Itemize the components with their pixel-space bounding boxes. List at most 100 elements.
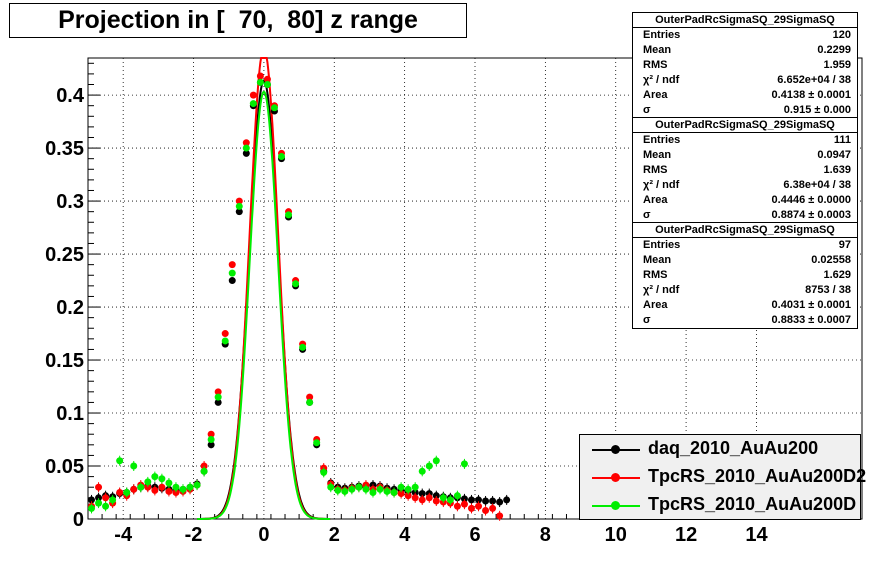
data-point-tpcrs-d: [130, 462, 138, 470]
stat-value: 0.8874 ± 0.0003: [771, 209, 851, 221]
stat-value: 0.4031 ± 0.0001: [771, 299, 851, 311]
legend-item-tpcrs-d2: TpcRS_2010_AuAu200D2: [580, 464, 866, 490]
data-point-tpcrs-d: [411, 483, 419, 491]
stat-key: Mean: [643, 254, 672, 266]
stat-value: 0.0947: [817, 149, 851, 161]
data-point-tpcrs-d2: [475, 502, 483, 510]
stat-row: RMS 1.639: [633, 163, 857, 178]
data-point-tpcrs-d: [453, 492, 461, 500]
stat-value: 8753 / 38: [805, 284, 851, 296]
stat-key: Entries: [643, 134, 681, 146]
data-point-tpcrs-d: [256, 78, 264, 86]
data-point-daq: [228, 277, 236, 285]
stat-value: 0.02558: [811, 254, 851, 266]
stat-key: RMS: [643, 164, 668, 176]
stat-row: σ 0.8833 ± 0.0007: [633, 313, 857, 328]
data-point-tpcrs-d: [221, 337, 229, 345]
data-point-tpcrs-d2: [144, 483, 152, 491]
x-tick-label: 2: [329, 524, 340, 546]
stat-value: 111: [833, 134, 851, 146]
stat-box-header: OuterPadRcSigmaSQ_29SigmaSQ: [633, 118, 857, 133]
data-point-tpcrs-d: [460, 460, 468, 468]
data-point-tpcrs-d2: [489, 504, 497, 512]
data-point-daq: [411, 489, 419, 497]
stat-row: σ 0.8874 ± 0.0003: [633, 208, 857, 223]
data-point-tpcrs-d2: [242, 139, 250, 147]
data-point-tpcrs-d: [95, 499, 103, 507]
stat-key: σ: [643, 314, 651, 326]
stat-box-tpcrs-d: OuterPadRcSigmaSQ_29SigmaSQ Entries 97 Me…: [632, 222, 858, 329]
data-point-tpcrs-d: [355, 483, 363, 491]
data-point-tpcrs-d2: [249, 91, 257, 99]
data-point-tpcrs-d2: [102, 494, 110, 502]
legend: daq_2010_AuAu200 TpcRS_2010_AuAu200D2 Tp…: [579, 434, 866, 520]
stat-key: Area: [643, 89, 668, 101]
stat-value: 0.8833 ± 0.0007: [771, 314, 851, 326]
data-point-tpcrs-d: [207, 436, 215, 444]
data-point-tpcrs-d: [235, 202, 243, 210]
data-point-tpcrs-d: [446, 496, 454, 504]
data-point-tpcrs-d: [88, 504, 96, 512]
data-point-tpcrs-d2: [397, 490, 405, 498]
stat-value: 6.38e+04 / 38: [783, 179, 851, 191]
x-tick-label: 0: [258, 524, 269, 546]
y-tick-label: 0.35: [45, 138, 84, 160]
data-point-tpcrs-d: [193, 481, 201, 489]
data-point-tpcrs-d: [116, 457, 124, 465]
data-point-tpcrs-d2: [467, 504, 475, 512]
data-point-tpcrs-d2: [482, 507, 490, 515]
stat-value: 0.2299: [817, 44, 851, 56]
data-point-daq: [489, 497, 497, 505]
legend-label: TpcRS_2010_AuAu200D2: [648, 466, 867, 486]
data-point-tpcrs-d2: [228, 261, 236, 269]
legend-item-daq: daq_2010_AuAu200: [580, 436, 860, 462]
data-point-daq: [418, 490, 426, 498]
stat-row: σ 0.915 ± 0.000: [633, 103, 857, 118]
data-point-tpcrs-d2: [158, 483, 166, 491]
data-point-tpcrs-d: [362, 485, 370, 493]
y-tick-label: 0.1: [56, 403, 84, 425]
data-point-tpcrs-d: [425, 462, 433, 470]
data-point-tpcrs-d: [348, 485, 356, 493]
legend-marker: [611, 501, 620, 510]
data-point-tpcrs-d: [432, 457, 440, 465]
data-point-tpcrs-d2: [221, 330, 229, 338]
stat-row: Entries 120: [633, 28, 857, 43]
data-point-tpcrs-d2: [460, 500, 468, 508]
data-point-tpcrs-d: [109, 496, 117, 504]
stat-row: χ² / ndf 8753 / 38: [633, 283, 857, 298]
data-point-tpcrs-d: [418, 467, 426, 475]
data-point-daq: [460, 495, 468, 503]
data-point-tpcrs-d2: [200, 462, 208, 470]
x-tick-label: 12: [675, 524, 697, 546]
stat-value: 6.652e+04 / 38: [777, 74, 851, 86]
data-point-tpcrs-d2: [207, 430, 215, 438]
data-point-tpcrs-d: [137, 483, 145, 491]
data-point-tpcrs-d: [334, 486, 342, 494]
data-point-tpcrs-d: [390, 489, 398, 497]
data-point-tpcrs-d: [186, 483, 194, 491]
stat-value: 0.4446 ± 0.0000: [771, 194, 851, 206]
data-point-daq: [242, 149, 250, 157]
y-tick-label: 0.15: [45, 350, 84, 372]
y-tick-label: 0.2: [56, 297, 84, 319]
y-tick-label: 0: [73, 509, 84, 531]
data-point-tpcrs-d2: [151, 486, 159, 494]
data-point-tpcrs-d: [214, 393, 222, 401]
stat-box-daq: OuterPadRcSigmaSQ_29SigmaSQ Entries 120 M…: [632, 12, 858, 119]
data-point-tpcrs-d: [151, 473, 159, 481]
data-point-tpcrs-d: [313, 439, 321, 447]
data-point-tpcrs-d2: [116, 489, 124, 497]
stat-row: RMS 1.959: [633, 58, 857, 73]
data-point-tpcrs-d: [404, 485, 412, 493]
stat-value: 1.639: [823, 164, 851, 176]
data-point-tpcrs-d: [341, 487, 349, 495]
data-point-tpcrs-d: [299, 343, 307, 351]
data-point-tpcrs-d2: [235, 197, 243, 205]
stat-box-header: OuterPadRcSigmaSQ_29SigmaSQ: [633, 13, 857, 28]
stat-row: Mean 0.2299: [633, 43, 857, 58]
stat-key: χ² / ndf: [643, 284, 680, 296]
data-point-tpcrs-d: [179, 485, 187, 493]
stat-row: Area 0.4138 ± 0.0001: [633, 88, 857, 103]
data-point-tpcrs-d: [439, 494, 447, 502]
